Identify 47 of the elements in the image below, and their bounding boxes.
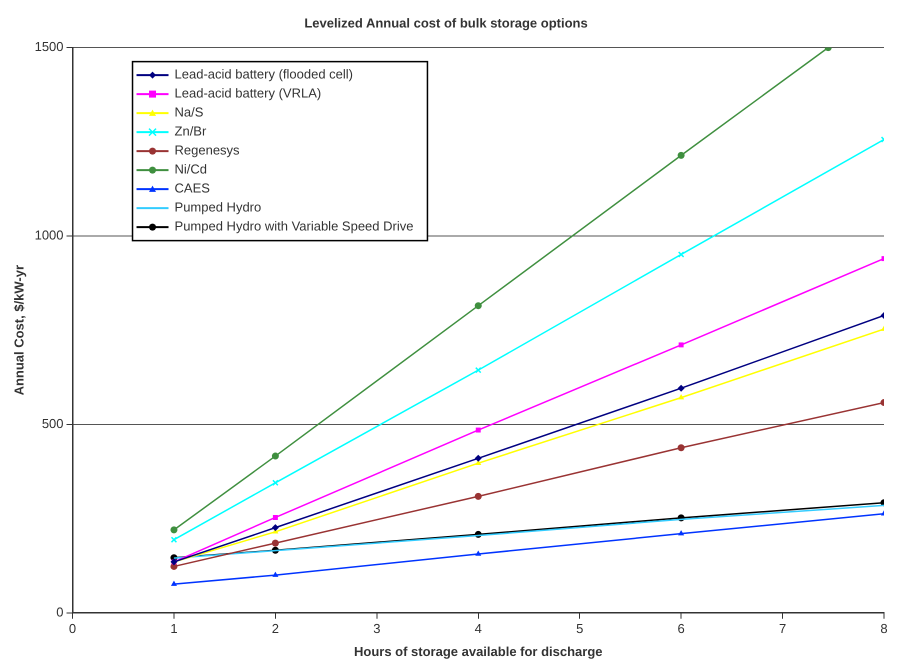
x-tick-label: 2 (272, 621, 280, 636)
y-axis-title: Annual Cost, $/kW-yr (11, 264, 26, 396)
y-tick-label: 1500 (34, 39, 64, 54)
x-tick-label: 3 (373, 621, 380, 636)
point (170, 536, 178, 543)
x-tick-label: 8 (880, 621, 888, 636)
x-tick-label: 6 (678, 621, 685, 636)
point (474, 302, 482, 310)
legend-label: Pumped Hydro (174, 200, 262, 215)
point (272, 572, 278, 577)
legend-label: Regenesys (174, 142, 240, 158)
point (272, 524, 279, 532)
point (678, 530, 684, 536)
point (476, 428, 481, 433)
point (272, 452, 279, 460)
point (272, 480, 279, 486)
legend-label: Ni/Cd (174, 162, 208, 177)
point (170, 526, 178, 534)
x-tick-label: 5 (576, 621, 584, 636)
x-tick-label: 1 (170, 621, 178, 636)
x-axis-title: Hours of storage available for discharge (354, 644, 603, 659)
point (678, 444, 685, 452)
chart-title: Levelized Annual cost of bulk storage options (304, 15, 588, 30)
x-tick-label: 0 (68, 621, 76, 636)
x-tick-label: 7 (778, 621, 786, 636)
point (474, 492, 482, 500)
legend-label: CAES (174, 180, 210, 196)
x-tick-label: 4 (474, 621, 482, 636)
point (678, 394, 684, 400)
point (272, 540, 279, 547)
point (475, 550, 482, 556)
legend-label: Lead-acid battery (flooded cell) (174, 66, 354, 82)
y-tick-label: 1000 (34, 228, 64, 243)
legend-label: Lead-acid battery (VRLA) (174, 86, 322, 101)
point (678, 152, 685, 159)
point (474, 454, 482, 462)
legend-label: Na/S (174, 104, 204, 120)
point (678, 342, 684, 348)
point (272, 514, 278, 520)
point (475, 366, 482, 374)
legend-label: Zn/Br (174, 124, 207, 139)
y-tick-label: 0 (56, 604, 64, 620)
point (170, 580, 177, 586)
point (678, 251, 684, 258)
legend-label: Pumped Hydro with Variable Speed Drive (174, 218, 414, 234)
point (678, 384, 685, 392)
y-tick-label: 500 (42, 416, 64, 431)
